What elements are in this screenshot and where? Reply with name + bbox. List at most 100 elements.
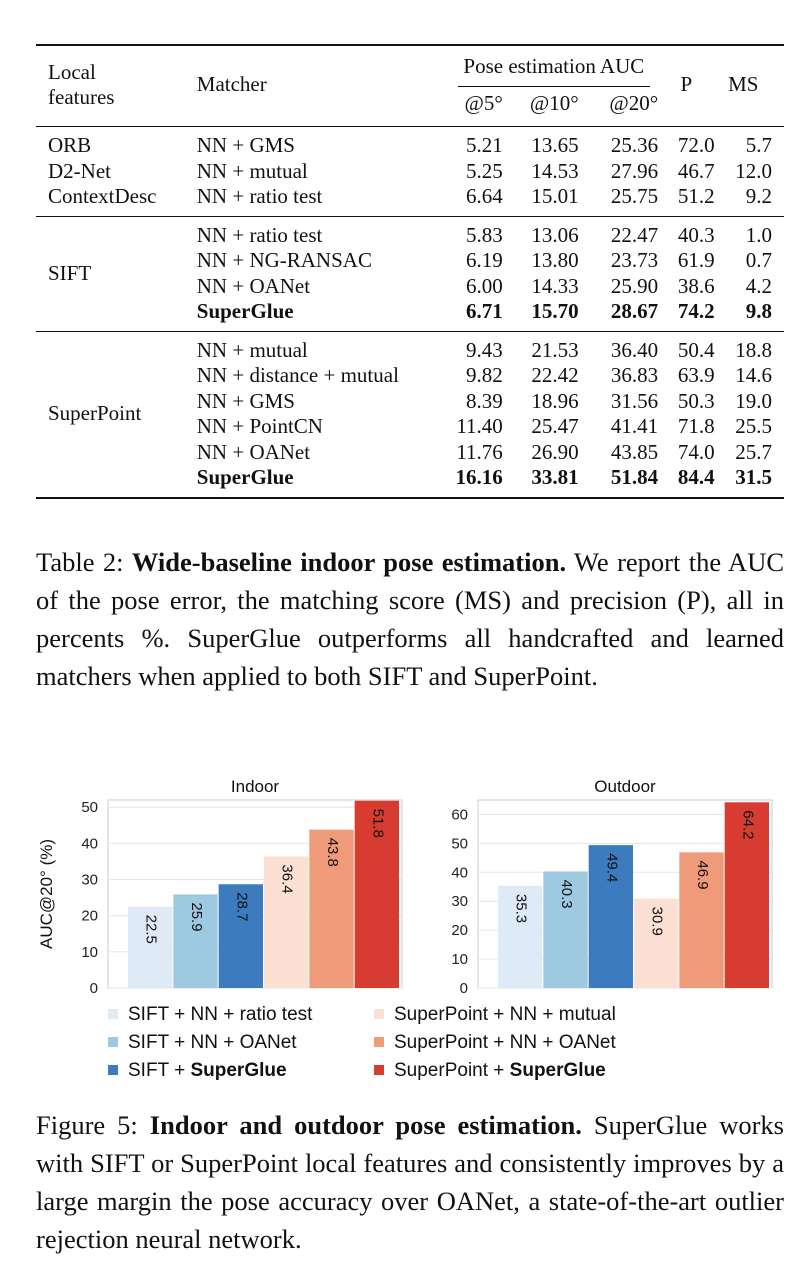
table-row: D2-Net NN + mutual 5.25 14.53 27.96 46.7 12.0 (36, 159, 784, 185)
header-local-features-line: features (48, 85, 115, 109)
y-tick-label: 20 (451, 922, 468, 939)
cell-feature: D2-Net (48, 158, 111, 183)
header-auc10: @10° (529, 90, 579, 115)
cell-p: 71.8 (677, 414, 715, 438)
bar-value-label: 36.4 (279, 864, 296, 893)
y-tick-label: 30 (81, 872, 98, 889)
header-auc-group: Pose estimation AUC (422, 54, 659, 87)
bar (498, 885, 543, 988)
legend-swatch (108, 1037, 118, 1047)
bar (634, 898, 679, 988)
cell-ms: 25.7 (735, 439, 772, 464)
bar (543, 871, 588, 988)
cell-auc10: 13.06 (531, 222, 579, 247)
cell-p: 51.2 (677, 184, 715, 208)
bar (679, 852, 724, 988)
table-rule (36, 126, 784, 127)
cell-matcher: SuperGlue (196, 465, 294, 489)
figure-caption-title: Indoor and outdoor pose estimation. (149, 1110, 582, 1140)
legend-label: SIFT + NN + ratio test (128, 1004, 313, 1025)
bar-value-label: 40.3 (558, 879, 575, 908)
bar-value-label: 30.9 (649, 907, 666, 936)
cell-auc20: 27.96 (610, 158, 659, 183)
bar (173, 894, 218, 988)
cell-p: 50.3 (677, 388, 715, 413)
y-tick-label: 30 (451, 893, 468, 910)
y-tick-label: 10 (81, 944, 98, 961)
cell-auc5: 5.21 (466, 133, 503, 157)
table-caption-body: We report the AUC of the pose error, the… (36, 547, 785, 691)
cell-ms: 4.2 (745, 273, 772, 298)
legend-swatch (108, 1009, 118, 1019)
legend-swatch (108, 1065, 118, 1075)
bar (309, 829, 354, 988)
cell-matcher: NN + GMS (196, 388, 295, 413)
header-local-features-line: Local (48, 59, 96, 84)
header-local-features: Local features (36, 54, 197, 116)
bar-charts: 0 10 20 30 40 50 22.5 25.9 28.7 36.4 43.8 51.8 Indoo… (0, 770, 810, 1100)
header-matcher: Matcher (196, 72, 267, 97)
cell-p: 72.0 (677, 133, 715, 157)
bar-value-label: 22.5 (143, 915, 160, 944)
cell-ms: 25.5 (735, 414, 772, 438)
cell-feature: ContextDesc (48, 184, 157, 208)
cell-ms: 1.0 (745, 222, 772, 247)
cell-auc10: 21.53 (531, 337, 579, 362)
bar (724, 802, 769, 988)
cell-matcher: NN + NG-RANSAC (196, 248, 372, 272)
cell-ms: 14.6 (735, 363, 772, 387)
bar (588, 845, 633, 988)
chart-canvas: 0 10 20 30 40 50 22.5 25.9 28.7 36.4 43.8 51.8 Indoo… (37, 777, 773, 997)
bar-value-label: 49.4 (603, 853, 620, 882)
table-row: SuperGlue 16.16 33.81 51.84 84.4 31.5 (36, 465, 784, 491)
header-auc20: @20° (609, 90, 659, 115)
bar (354, 800, 399, 988)
legend-label-bold: SuperGlue (190, 1060, 287, 1081)
cell-auc5: 11.76 (456, 439, 503, 464)
legend-item: SuperPoint + SuperGlue (374, 1058, 606, 1084)
y-tick-label: 60 (451, 806, 468, 823)
table-row: NN + OANet 11.76 26.90 43.85 74.0 25.7 (36, 440, 784, 466)
legend-label-bold: SuperGlue (509, 1060, 606, 1081)
cell-auc20: 25.36 (610, 133, 659, 157)
y-tick-label: 50 (81, 799, 98, 816)
bar-value-label: 46.9 (694, 860, 711, 889)
table-spacer (36, 116, 784, 127)
cell-matcher: NN + distance + mutual (196, 363, 399, 387)
cell-auc10: 13.80 (531, 248, 579, 272)
cell-p: 40.3 (677, 222, 715, 247)
cell-auc10: 15.01 (531, 184, 579, 208)
cell-auc10: 14.33 (531, 273, 579, 298)
cell-feature-group: SuperPoint (48, 401, 142, 426)
bar-value-label: 35.3 (513, 894, 530, 923)
cell-auc20: 22.47 (610, 222, 659, 247)
cell-p: 61.9 (677, 248, 715, 272)
cell-auc20: 25.75 (610, 184, 659, 208)
y-tick-label: 0 (90, 980, 98, 997)
y-tick-label: 50 (451, 835, 468, 852)
header-auc-label: Pose estimation AUC (457, 54, 651, 87)
cell-matcher: NN + ratio test (196, 184, 323, 208)
table-caption-label: Table 2: (36, 547, 124, 577)
cell-matcher: NN + OANet (196, 439, 311, 464)
cell-p: 63.9 (677, 363, 715, 387)
table-spacer (36, 46, 784, 54)
cell-auc10: 26.90 (531, 439, 579, 464)
cell-auc5: 6.71 (466, 299, 503, 323)
y-tick-label: 40 (81, 835, 98, 852)
table-header-row: @5° @10° @20° (36, 87, 784, 117)
table-row: SuperGlue 6.71 15.70 28.67 74.2 9.8 (36, 299, 784, 325)
cell-auc5: 6.19 (466, 248, 503, 272)
bar (218, 884, 263, 988)
table-row: ORB NN + GMS 5.21 13.65 25.36 72.0 5.7 (36, 133, 784, 159)
figure-caption-label: Figure 5: (36, 1110, 138, 1140)
cell-auc20: 36.83 (610, 363, 659, 387)
table-rule (36, 215, 784, 217)
cell-auc20: 23.73 (610, 248, 659, 272)
cell-auc5: 5.83 (466, 222, 503, 247)
table-header-row: Local features Matcher Pose estimation AUC P… (36, 54, 784, 109)
cell-ms: 9.8 (745, 299, 772, 323)
y-tick-label: 20 (81, 908, 98, 925)
table-rule (36, 496, 784, 500)
results-table: Local features Matcher Pose estimation AUC P… (36, 44, 784, 500)
